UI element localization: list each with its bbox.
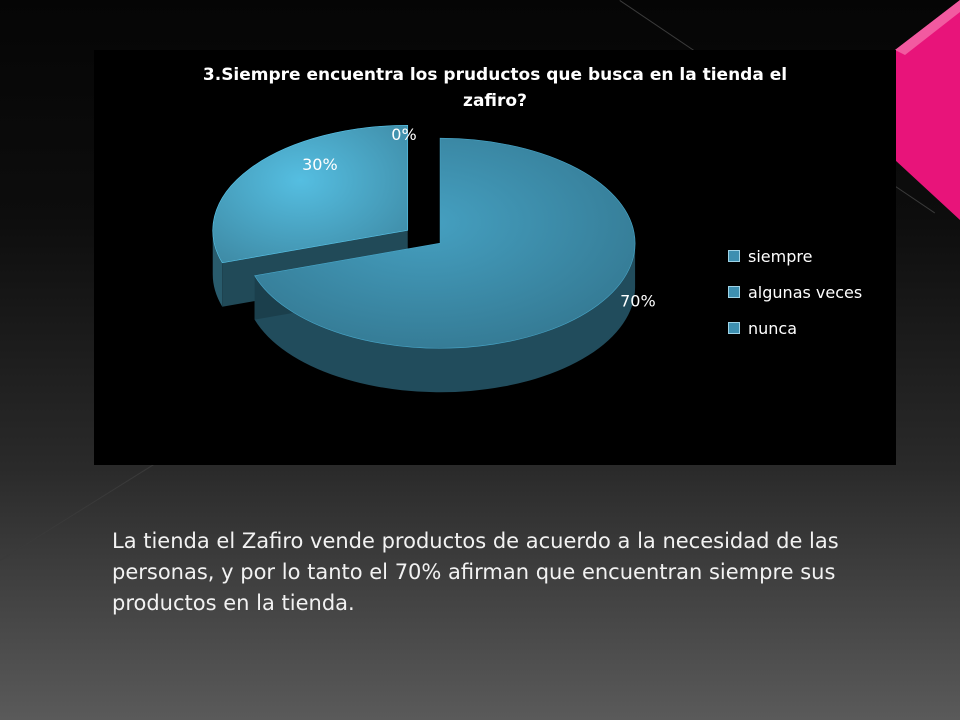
legend-item-siempre: siempre	[728, 238, 862, 274]
pie-slice-siempre	[254, 137, 636, 393]
chart-title: 3.Siempre encuentra los pruductos que bu…	[94, 62, 896, 114]
data-label-algunas-veces: 30%	[302, 155, 338, 174]
legend-label: algunas veces	[748, 282, 863, 302]
chart-legend: siempre algunas veces nunca	[728, 238, 862, 346]
legend-swatch	[728, 322, 740, 334]
pie-chart: 70% 30% 0%	[212, 125, 656, 393]
legend-label: siempre	[748, 246, 813, 266]
chart-panel: 70% 30% 0% 3.Siempre encuentra los pruduct…	[94, 50, 896, 465]
slice-side-wall	[212, 230, 223, 307]
legend-label: nunca	[748, 318, 798, 338]
slice-top-face	[254, 137, 636, 349]
legend-item-algunas-veces: algunas veces	[728, 274, 862, 310]
slice-top-face	[212, 125, 409, 264]
data-label-siempre: 70%	[620, 291, 656, 310]
legend-item-nunca: nunca	[728, 310, 862, 346]
chart-title-line-1: 3.Siempre encuentra los pruductos que bu…	[202, 65, 788, 85]
slide-body-text: La tienda el Zafiro vende productos de a…	[112, 529, 839, 615]
chart-title-line-2: zafiro?	[463, 91, 527, 111]
legend-swatch	[728, 250, 740, 262]
slice-side-wall	[254, 243, 636, 393]
data-label-nunca: 0%	[391, 125, 416, 144]
legend-swatch	[728, 286, 740, 298]
